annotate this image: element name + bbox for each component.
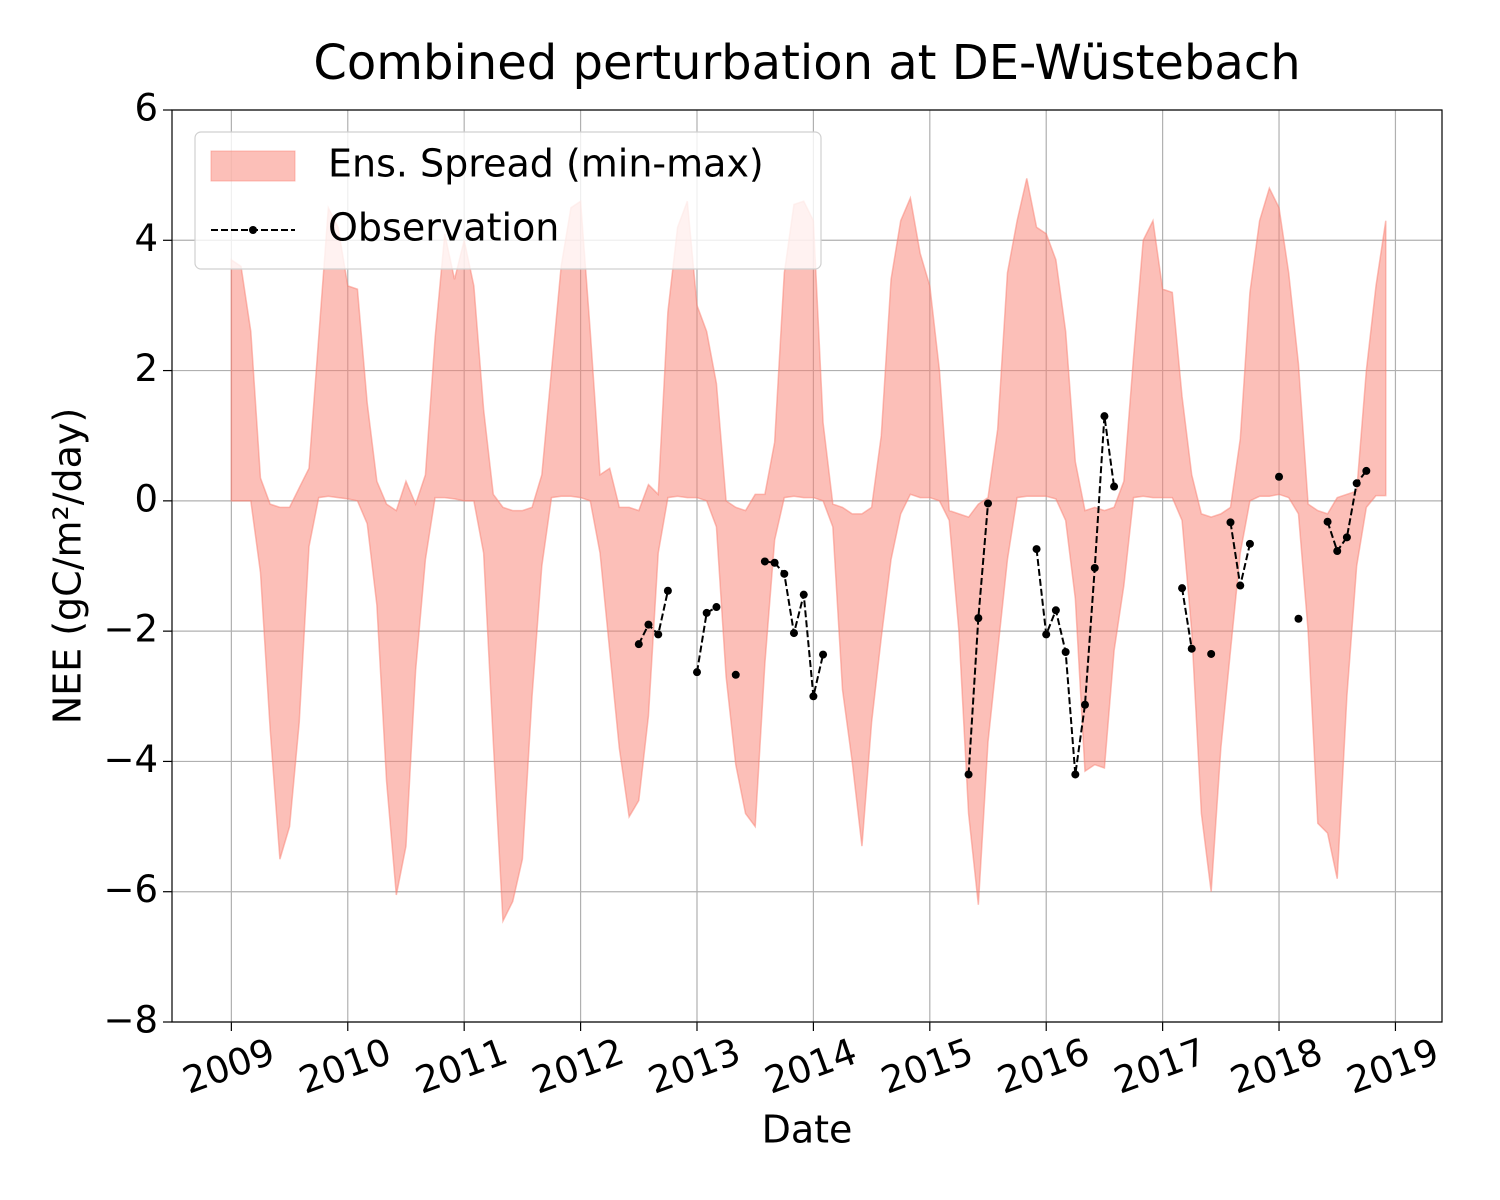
observation-point bbox=[1362, 466, 1371, 475]
observation-point bbox=[1352, 479, 1361, 488]
observation-line bbox=[1035, 416, 1116, 775]
observation-point bbox=[712, 603, 721, 612]
observation-point bbox=[1207, 649, 1216, 658]
observation-point bbox=[819, 650, 828, 659]
observation-point bbox=[702, 608, 711, 617]
observation-point bbox=[1100, 412, 1109, 421]
legend-swatch bbox=[210, 150, 296, 182]
observation-line bbox=[1181, 587, 1193, 649]
observation-point bbox=[692, 668, 701, 677]
legend-label: Ens. Spread (min-max) bbox=[328, 142, 764, 186]
observation-point bbox=[974, 614, 983, 623]
observation-point bbox=[1226, 518, 1235, 527]
chart-title: Combined perturbation at DE-Wüstebach bbox=[313, 35, 1300, 91]
observation-point bbox=[1236, 581, 1245, 590]
observation-point bbox=[634, 640, 643, 649]
observation-point bbox=[1294, 614, 1303, 623]
legend-label: Observation bbox=[328, 206, 559, 250]
y-tick-label: 6 bbox=[134, 87, 158, 130]
observation-point bbox=[984, 499, 993, 508]
plot-frame bbox=[171, 109, 1443, 1023]
observation-point bbox=[644, 620, 653, 629]
observation-line bbox=[637, 590, 669, 645]
observation-point bbox=[1333, 547, 1342, 556]
observation-point bbox=[1090, 563, 1099, 572]
y-tick-label: −8 bbox=[103, 999, 158, 1042]
y-tick-label: −4 bbox=[103, 738, 158, 781]
observation-point bbox=[1275, 472, 1284, 481]
observation-point bbox=[1323, 517, 1332, 526]
observation-point bbox=[1178, 584, 1187, 593]
observation-point bbox=[780, 569, 789, 578]
observation-line bbox=[1326, 470, 1368, 554]
observation-point bbox=[789, 629, 798, 638]
observation-point bbox=[964, 770, 973, 779]
observation-point bbox=[1032, 545, 1041, 554]
observation-point bbox=[1051, 606, 1060, 615]
legend: Ens. Spread (min-max) Observation bbox=[194, 131, 822, 270]
observation-point bbox=[1071, 770, 1080, 779]
observation-point bbox=[1245, 539, 1254, 548]
observation-point bbox=[799, 590, 808, 599]
y-tick-label: 0 bbox=[134, 477, 158, 520]
observation-point bbox=[731, 670, 740, 679]
observation-point bbox=[1061, 647, 1070, 656]
observation-point bbox=[1110, 482, 1119, 491]
observation-point bbox=[760, 557, 769, 566]
y-axis-label: NEE (gC/m²/day) bbox=[46, 408, 90, 725]
legend-swatch bbox=[249, 226, 257, 234]
observation-point bbox=[1342, 533, 1351, 542]
observation-point bbox=[809, 692, 818, 701]
observation-point bbox=[770, 558, 779, 567]
observation-point bbox=[1187, 644, 1196, 653]
y-tick-label: −6 bbox=[103, 868, 158, 911]
x-axis-label: Date bbox=[762, 1108, 853, 1152]
observation-point bbox=[1042, 630, 1051, 639]
observation-point bbox=[654, 630, 663, 639]
spread-band bbox=[230, 178, 1387, 924]
observation-point bbox=[663, 586, 672, 595]
y-tick-label: 4 bbox=[134, 217, 158, 260]
y-tick-label: −2 bbox=[103, 608, 158, 651]
y-tick-label: 2 bbox=[134, 347, 158, 390]
observation-point bbox=[1080, 700, 1089, 709]
legend-box bbox=[194, 131, 822, 270]
